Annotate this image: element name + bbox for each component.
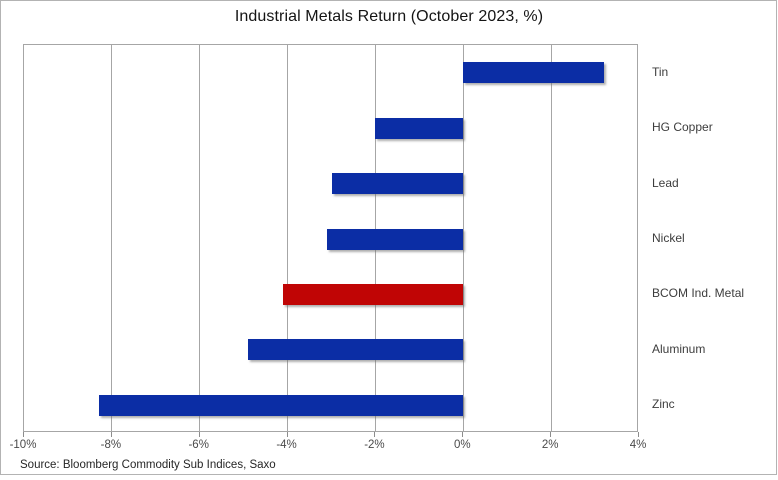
x-tick-mark <box>638 432 639 437</box>
category-label-lead: Lead <box>652 175 679 190</box>
x-tick-label: -6% <box>188 439 209 451</box>
x-tick-label: 4% <box>629 439 647 451</box>
gridline <box>199 45 201 431</box>
x-tick-mark <box>110 432 112 437</box>
bar-lead <box>331 173 464 195</box>
gridline <box>550 45 552 431</box>
x-axis: -10% -8% -6% -4% -2% 0% 2% 4% <box>10 432 646 456</box>
gridline <box>111 45 113 431</box>
gridline <box>462 45 464 431</box>
x-tick-mark <box>462 432 464 437</box>
x-tick-label: 0% <box>453 439 471 451</box>
category-label-aluminum: Aluminum <box>652 341 706 356</box>
category-label-zinc: Zinc <box>652 397 675 412</box>
category-labels: Tin HG Copper Lead Nickel BCOM Ind. Metal Alu… <box>652 44 772 432</box>
chart-title: Industrial Metals Return (October 2023, … <box>234 8 544 25</box>
x-tick-mark <box>198 432 200 437</box>
category-label-bcom-ind-metal: BCOM Ind. Metal <box>652 286 745 301</box>
bar-nickel <box>327 228 464 250</box>
x-tick-label: -2% <box>364 439 385 451</box>
x-tick-mark <box>286 432 288 437</box>
x-tick-label: -10% <box>9 439 37 451</box>
bar-bcom-ind-metal <box>283 283 464 305</box>
bar-tin <box>463 62 604 84</box>
bar-zinc <box>98 394 464 416</box>
x-tick-label: -8% <box>100 439 122 451</box>
x-tick-label: -4% <box>276 439 297 451</box>
x-tick-mark <box>23 432 24 437</box>
x-tick-mark <box>550 432 552 437</box>
x-tick-mark <box>374 432 376 437</box>
gridline <box>287 45 289 431</box>
category-label-tin: Tin <box>652 64 669 79</box>
plot-area <box>23 44 638 432</box>
bar-hg-copper <box>375 117 464 139</box>
category-label-nickel: Nickel <box>652 231 685 245</box>
bar-aluminum <box>248 339 464 361</box>
x-tick-label: 2% <box>541 439 559 451</box>
source-note: Source: Bloomberg Commodity Sub Indices,… <box>20 459 276 471</box>
category-label-hg-copper: HG Copper <box>652 120 713 135</box>
